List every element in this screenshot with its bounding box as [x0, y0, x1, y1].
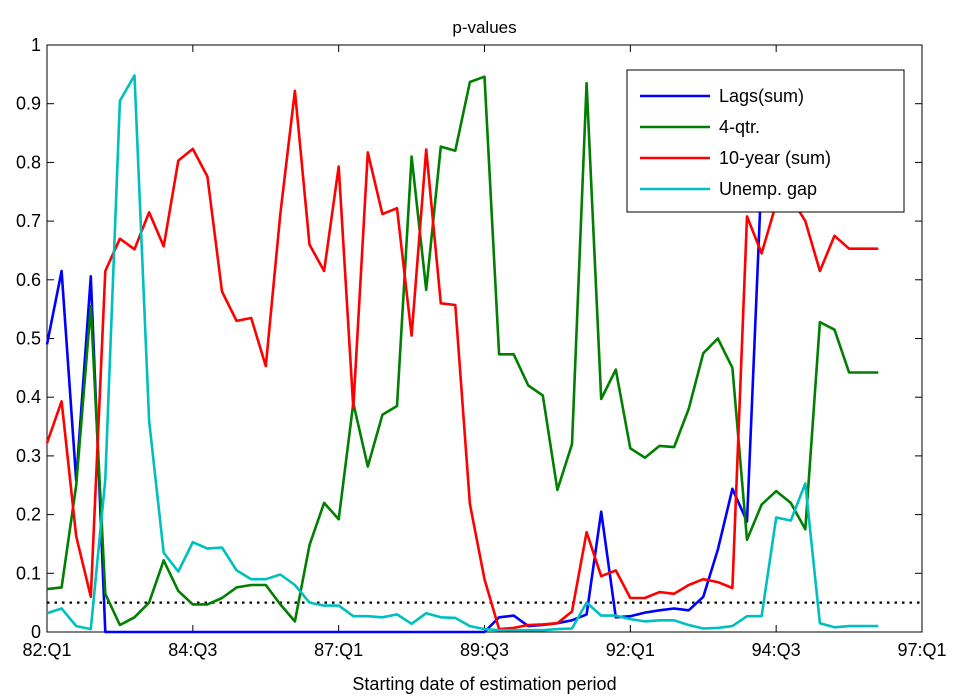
x-axis-label: Starting date of estimation period [352, 674, 616, 694]
legend-label: Unemp. gap [719, 179, 817, 199]
y-tick-label: 0.3 [16, 446, 41, 466]
legend-label: 10-year (sum) [719, 148, 831, 168]
y-tick-label: 0.7 [16, 211, 41, 231]
y-tick-label: 0.4 [16, 387, 41, 407]
y-tick-label: 0.8 [16, 152, 41, 172]
series-line-1 [46, 75, 879, 627]
y-tick-label: 0.9 [16, 94, 41, 114]
y-axis: 0 0.1 0.2 0.3 0.4 0.5 0.6 0.7 0.8 0.9 1 [16, 35, 922, 642]
x-tick-label: 84:Q3 [168, 640, 217, 660]
x-tick-label: 94:Q3 [752, 640, 801, 660]
series-line-0 [45, 172, 879, 634]
legend: Lags(sum) 4-qtr. 10-year (sum) Unemp. gap [626, 69, 905, 213]
legend-label: 4-qtr. [719, 117, 760, 137]
y-tick-label: 0.5 [16, 329, 41, 349]
chart-title: p-values [452, 18, 516, 37]
y-tick-label: 0.1 [16, 563, 41, 583]
y-tick-label: 0.6 [16, 270, 41, 290]
series-line-2 [45, 89, 879, 631]
x-axis: 82:Q1 84:Q3 87:Q1 89:Q3 92:Q1 94:Q3 97:Q1 [22, 45, 947, 660]
x-tick-label: 92:Q1 [606, 640, 655, 660]
x-tick-label: 97:Q1 [897, 640, 946, 660]
x-tick-label: 82:Q1 [22, 640, 71, 660]
y-tick-label: 0 [31, 622, 41, 642]
x-tick-label: 89:Q3 [460, 640, 509, 660]
y-tick-label: 0.2 [16, 505, 41, 525]
y-tick-label: 1 [31, 35, 41, 55]
x-tick-label: 87:Q1 [314, 640, 363, 660]
legend-label: Lags(sum) [719, 86, 804, 106]
plot-area [45, 74, 922, 634]
series-line-3 [46, 74, 879, 632]
